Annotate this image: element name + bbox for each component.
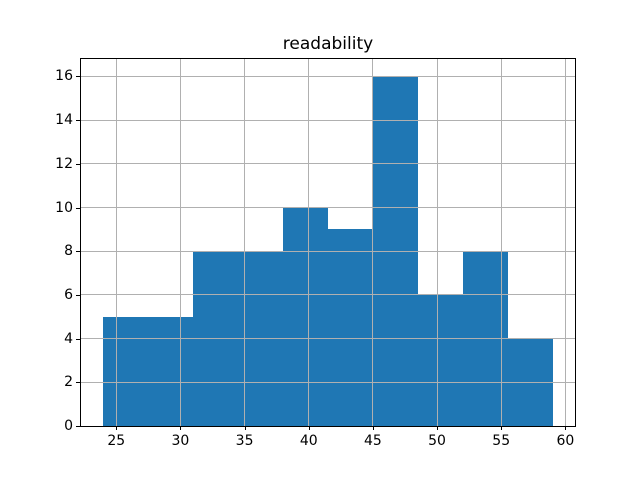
x-tick-mark: [308, 426, 310, 430]
x-tick-label: 60: [556, 433, 575, 449]
x-tick-label: 55: [492, 433, 511, 449]
x-tick-label: 40: [299, 433, 318, 449]
y-tick-label: 6: [64, 286, 73, 303]
y-tick-mark: [76, 207, 80, 209]
y-tick-mark: [76, 163, 80, 165]
x-gridline: [436, 59, 438, 426]
y-tick-mark: [76, 120, 80, 122]
y-tick-label: 12: [55, 155, 73, 172]
x-tick-mark: [565, 426, 567, 430]
y-tick-label: 10: [55, 199, 73, 216]
x-gridline: [179, 59, 181, 426]
plot-area: [80, 58, 576, 427]
x-gridline: [115, 59, 117, 426]
y-tick-label: 14: [55, 112, 73, 129]
y-tick-mark: [76, 76, 80, 78]
histogram-bar: [417, 294, 463, 426]
x-gridline: [500, 59, 502, 426]
y-gridline: [81, 119, 575, 121]
y-tick-label: 16: [55, 68, 73, 85]
y-tick-label: 0: [64, 418, 73, 434]
y-gridline: [81, 207, 575, 209]
histogram-bar: [103, 316, 149, 426]
x-tick-mark: [501, 426, 503, 430]
y-gridline: [81, 75, 575, 77]
y-tick-label: 2: [64, 374, 73, 391]
y-tick-mark: [76, 382, 80, 384]
chart-title: readability: [282, 34, 374, 54]
histogram-bar: [148, 316, 194, 426]
y-tick-mark: [76, 251, 80, 253]
y-tick-mark: [76, 294, 80, 296]
y-gridline: [81, 294, 575, 296]
y-tick-mark: [76, 338, 80, 340]
x-tick-label: 30: [171, 433, 190, 449]
grid-layer: [81, 59, 575, 426]
x-tick-label: 50: [428, 433, 446, 449]
y-gridline: [81, 250, 575, 252]
y-tick-label: 8: [64, 243, 73, 260]
x-gridline: [308, 59, 310, 426]
x-tick-mark: [116, 426, 118, 430]
x-tick-mark: [244, 426, 246, 430]
y-gridline: [81, 381, 575, 383]
x-tick-mark: [372, 426, 374, 430]
x-tick-label: 25: [107, 433, 126, 449]
histogram-bar: [283, 207, 328, 426]
x-tick-label: 35: [235, 433, 254, 449]
y-tick-mark: [76, 426, 80, 427]
x-tick-label: 45: [363, 433, 382, 449]
histogram-bar: [328, 229, 373, 426]
y-tick-label: 4: [64, 330, 73, 347]
x-tick-mark: [437, 426, 439, 430]
y-gridline: [81, 338, 575, 340]
x-gridline: [564, 59, 566, 426]
x-tick-mark: [180, 426, 182, 430]
y-gridline: [81, 163, 575, 165]
x-gridline: [372, 59, 374, 426]
x-gridline: [244, 59, 246, 426]
